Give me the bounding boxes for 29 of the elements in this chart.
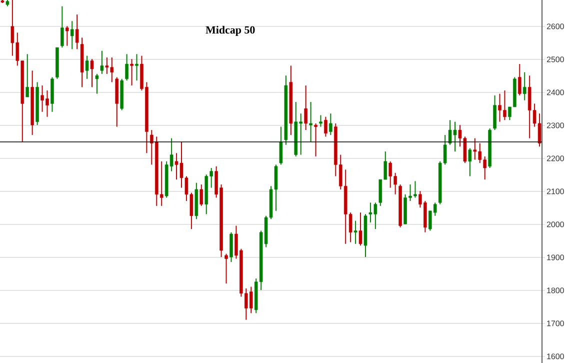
- candlestick: [95, 73, 99, 94]
- candlestick: [493, 94, 496, 131]
- candlestick: [329, 113, 332, 136]
- candlestick: [522, 72, 526, 101]
- candlestick: [324, 116, 328, 138]
- candlestick: [70, 20, 74, 50]
- candlestick: [354, 220, 358, 244]
- candlestick: [75, 14, 79, 50]
- candlestick: [90, 58, 94, 88]
- candlestick: [314, 122, 318, 157]
- candlestick: [319, 114, 322, 128]
- candlestick: [125, 54, 128, 82]
- text: Midcap 50: [206, 26, 255, 36]
- candlestick: [518, 64, 522, 96]
- candlestick: [468, 148, 472, 177]
- candlestick: [130, 58, 134, 86]
- candlestick: [65, 26, 69, 46]
- candlestick: [358, 212, 362, 246]
- candlestick: [279, 126, 283, 166]
- candlestick: [224, 253, 228, 284]
- candlestick: [200, 184, 204, 206]
- candlestick: [100, 50, 104, 74]
- candlestick: [230, 232, 233, 263]
- candlestick: [26, 54, 29, 98]
- candlestick: [85, 55, 89, 80]
- candlestick: [304, 84, 308, 131]
- candlestick: [309, 101, 312, 142]
- candlestick: [60, 6, 64, 48]
- candlestick: [135, 54, 138, 82]
